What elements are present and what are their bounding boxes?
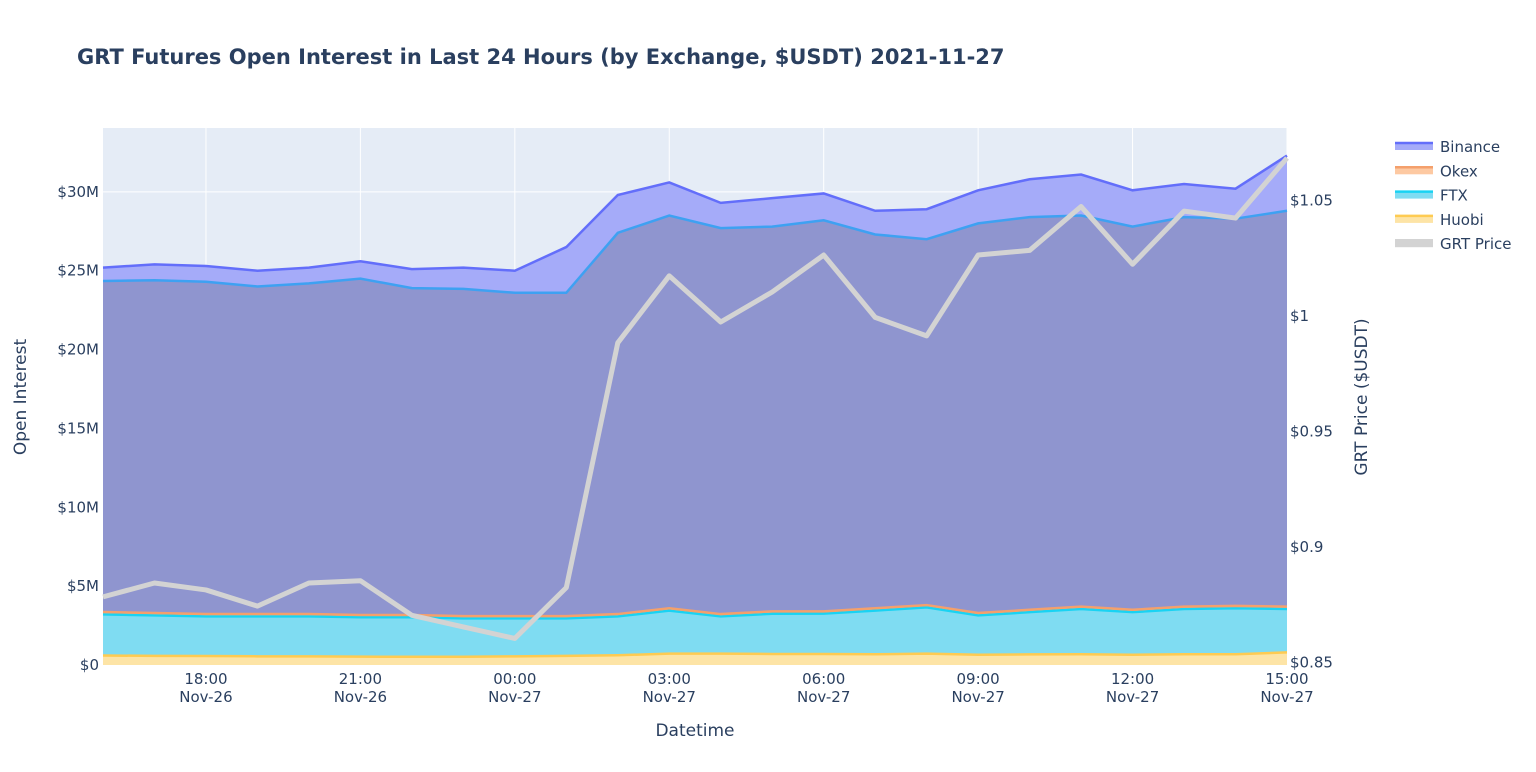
x-tick-label: 18:00 <box>184 670 227 688</box>
x-tick-label: 21:00 <box>339 670 382 688</box>
legend-label: Okex <box>1440 162 1478 180</box>
legend-swatch <box>1395 190 1433 199</box>
y-tick-label: $0 <box>80 656 99 674</box>
legend-label: Binance <box>1440 138 1500 156</box>
y2-tick-label: $0.95 <box>1290 423 1333 441</box>
legend-swatch <box>1395 142 1433 150</box>
chart-title: GRT Futures Open Interest in Last 24 Hou… <box>77 45 1005 69</box>
y2-tick-label: $0.9 <box>1290 538 1323 556</box>
area-series <box>103 155 1287 665</box>
legend-item-grt-price: GRT Price <box>1395 235 1511 253</box>
legend-swatch <box>1395 166 1433 175</box>
y-tick-label: $30M <box>57 183 99 201</box>
x-tick-date: Nov-26 <box>179 688 232 706</box>
axes: 18:00Nov-2621:00Nov-2600:00Nov-2703:00No… <box>57 183 1333 706</box>
x-tick-date: Nov-27 <box>488 688 541 706</box>
x-tick-label: 09:00 <box>957 670 1000 688</box>
x-tick-date: Nov-27 <box>1106 688 1159 706</box>
x-tick-date: Nov-27 <box>1260 688 1313 706</box>
area-ftx <box>103 607 1287 657</box>
x-tick-date: Nov-27 <box>797 688 850 706</box>
legend-item-okex: Okex <box>1395 162 1478 180</box>
legend-item-huobi: Huobi <box>1395 211 1484 229</box>
y-axis-label: Open Interest <box>11 339 31 456</box>
x-tick-date: Nov-27 <box>951 688 1004 706</box>
y2-tick-label: $1.05 <box>1290 192 1333 210</box>
line-ftx <box>102 606 1288 620</box>
x-tick-label: 15:00 <box>1265 670 1308 688</box>
area-binance-overlay <box>103 210 1287 665</box>
y-tick-label: $10M <box>57 498 99 516</box>
y-tick-label: $25M <box>57 262 99 280</box>
line-grt-price <box>102 156 1289 641</box>
line-series <box>102 154 1289 659</box>
x-tick-date: Nov-26 <box>334 688 387 706</box>
y2-axis-label: GRT Price ($USDT) <box>1352 318 1372 475</box>
line-binance <box>102 154 1288 272</box>
x-tick-label: 12:00 <box>1111 670 1154 688</box>
legend-swatch <box>1395 214 1433 223</box>
line-huobi <box>102 651 1288 659</box>
legend-swatch <box>1395 239 1433 248</box>
legend-label: GRT Price <box>1440 235 1511 253</box>
line-okex <box>102 603 1288 618</box>
x-tick-date: Nov-27 <box>643 688 696 706</box>
x-tick-label: 06:00 <box>802 670 845 688</box>
legend-item-ftx: FTX <box>1395 187 1468 205</box>
x-tick-label: 03:00 <box>648 670 691 688</box>
y-tick-label: $20M <box>57 341 99 359</box>
y-tick-label: $15M <box>57 419 99 437</box>
y2-tick-label: $1 <box>1290 307 1309 325</box>
x-axis-label: Datetime <box>655 721 734 741</box>
legend-label: Huobi <box>1440 211 1484 229</box>
legend: Binance Okex FTX Huobi GRT Price <box>1395 138 1511 253</box>
y2-tick-label: $0.85 <box>1290 654 1333 672</box>
y-tick-label: $5M <box>67 577 99 595</box>
legend-item-binance: Binance <box>1395 138 1500 156</box>
x-tick-label: 00:00 <box>493 670 536 688</box>
legend-label: FTX <box>1440 187 1468 205</box>
